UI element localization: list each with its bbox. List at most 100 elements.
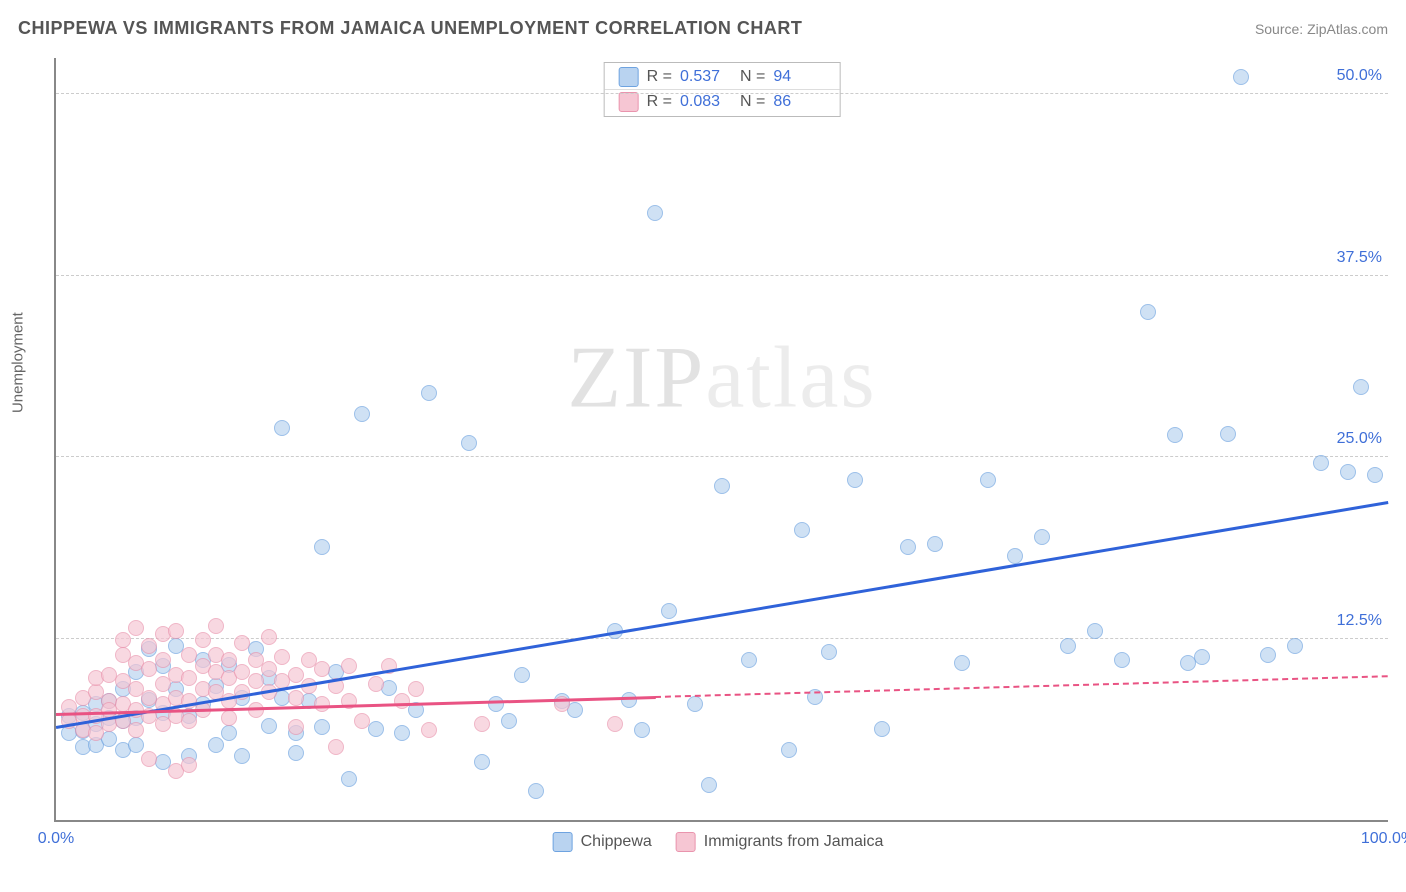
gridline <box>56 275 1388 276</box>
chippewa-point <box>687 696 703 712</box>
watermark-post: atlas <box>705 330 876 427</box>
r-value: 0.537 <box>680 68 732 86</box>
chippewa-point <box>314 719 330 735</box>
jamaica-point <box>421 722 437 738</box>
r-label: R = <box>647 68 672 86</box>
chippewa-point <box>621 692 637 708</box>
chippewa-point <box>1353 379 1369 395</box>
n-label: N = <box>740 93 765 111</box>
n-label: N = <box>740 68 765 86</box>
legend-label: Chippewa <box>581 833 652 851</box>
chippewa-point <box>1313 455 1329 471</box>
jamaica-point <box>261 661 277 677</box>
chippewa-point <box>927 536 943 552</box>
stats-row: R = 0.537 N = 94 <box>605 65 840 89</box>
chippewa-point <box>314 539 330 555</box>
chart-header: CHIPPEWA VS IMMIGRANTS FROM JAMAICA UNEM… <box>18 18 1388 39</box>
jamaica-point <box>181 670 197 686</box>
chippewa-point <box>1060 638 1076 654</box>
gridline <box>56 638 1388 639</box>
jamaica-trendline <box>655 675 1388 698</box>
chippewa-point <box>847 472 863 488</box>
watermark: ZIPatlas <box>567 328 876 429</box>
jamaica-point <box>141 751 157 767</box>
chippewa-point <box>488 696 504 712</box>
chippewa-point <box>461 435 477 451</box>
chart-area: Unemployment ZIPatlas R =0.537N =94R =0.… <box>48 58 1388 852</box>
chippewa-point <box>208 737 224 753</box>
gridline <box>56 93 1388 94</box>
chippewa-point <box>714 478 730 494</box>
chippewa-point <box>781 742 797 758</box>
chippewa-point <box>234 748 250 764</box>
chippewa-point <box>1140 304 1156 320</box>
jamaica-point <box>128 722 144 738</box>
chippewa-point <box>474 754 490 770</box>
n-value: 94 <box>773 68 825 86</box>
jamaica-point <box>115 632 131 648</box>
jamaica-point <box>394 693 410 709</box>
jamaica-point <box>274 649 290 665</box>
chippewa-point <box>1220 426 1236 442</box>
jamaica-point <box>328 739 344 755</box>
y-tick-label: 50.0% <box>1337 67 1382 85</box>
legend-label: Immigrants from Jamaica <box>704 833 884 851</box>
jamaica-point <box>181 713 197 729</box>
jamaica-point <box>288 690 304 706</box>
chippewa-point <box>1034 529 1050 545</box>
plot-region: ZIPatlas R =0.537N =94R =0.083N =86 12.5… <box>54 58 1388 822</box>
jamaica-point <box>354 713 370 729</box>
chippewa-point <box>741 652 757 668</box>
legend-item: Immigrants from Jamaica <box>676 832 884 852</box>
jamaica-point <box>221 710 237 726</box>
r-value: 0.083 <box>680 93 732 111</box>
jamaica-point <box>248 673 264 689</box>
chippewa-point <box>1007 548 1023 564</box>
jamaica-point <box>288 719 304 735</box>
chippewa-point <box>821 644 837 660</box>
watermark-pre: ZIP <box>567 330 705 427</box>
jamaica-point <box>181 757 197 773</box>
chippewa-point <box>1233 69 1249 85</box>
chippewa-point <box>528 783 544 799</box>
chippewa-point <box>634 722 650 738</box>
jamaica-point <box>128 620 144 636</box>
jamaica-point <box>261 629 277 645</box>
chippewa-point <box>1087 623 1103 639</box>
chippewa-point <box>221 725 237 741</box>
jamaica-point <box>341 658 357 674</box>
chippewa-point <box>354 406 370 422</box>
chippewa-point <box>954 655 970 671</box>
jamaica-point <box>208 618 224 634</box>
chippewa-point <box>288 745 304 761</box>
chippewa-point <box>1114 652 1130 668</box>
chippewa-point <box>1167 427 1183 443</box>
chippewa-point <box>421 385 437 401</box>
jamaica-point <box>408 681 424 697</box>
jamaica-point <box>168 623 184 639</box>
chart-source: Source: ZipAtlas.com <box>1255 21 1388 37</box>
jamaica-point <box>221 652 237 668</box>
chippewa-point <box>980 472 996 488</box>
jamaica-point <box>368 676 384 692</box>
jamaica-point <box>607 716 623 732</box>
chippewa-point <box>1367 467 1383 483</box>
y-tick-label: 12.5% <box>1337 612 1382 630</box>
chart-title: CHIPPEWA VS IMMIGRANTS FROM JAMAICA UNEM… <box>18 18 802 39</box>
legend-swatch <box>676 832 696 852</box>
jamaica-point <box>155 652 171 668</box>
series-swatch <box>619 92 639 112</box>
chippewa-point <box>661 603 677 619</box>
jamaica-point <box>314 661 330 677</box>
jamaica-point <box>314 696 330 712</box>
chippewa-point <box>647 205 663 221</box>
x-tick-label: 100.0% <box>1361 830 1406 848</box>
jamaica-point <box>288 667 304 683</box>
series-swatch <box>619 67 639 87</box>
chippewa-point <box>1194 649 1210 665</box>
chippewa-point <box>341 771 357 787</box>
y-tick-label: 25.0% <box>1337 430 1382 448</box>
jamaica-point <box>181 647 197 663</box>
chippewa-point <box>261 718 277 734</box>
jamaica-point <box>474 716 490 732</box>
